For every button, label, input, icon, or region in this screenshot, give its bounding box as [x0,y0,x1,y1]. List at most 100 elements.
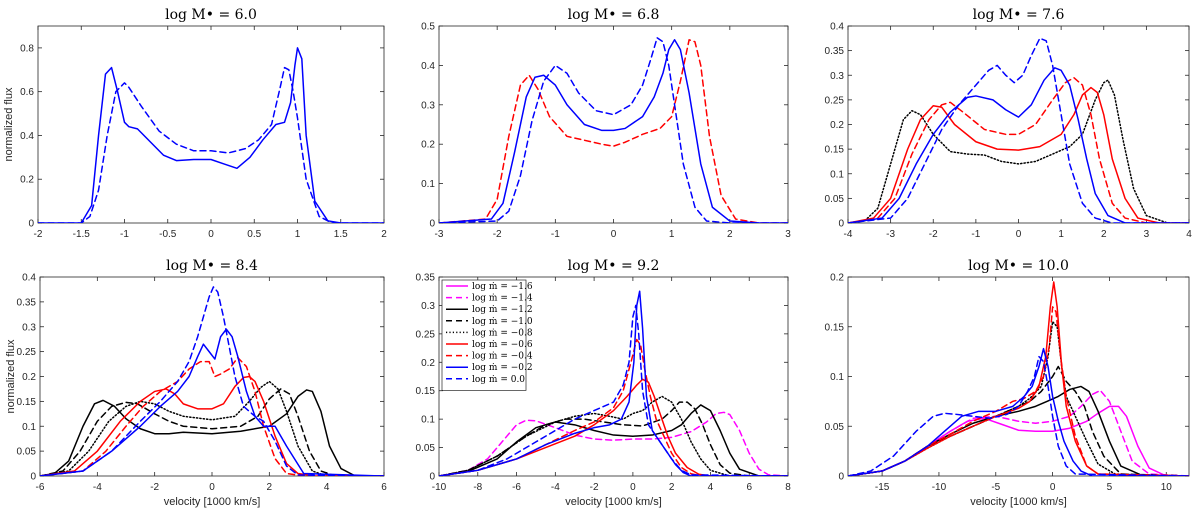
series-line-log-0-2 [38,47,384,223]
series-line-log-0-8 [439,395,788,476]
x-tick-label: -4 [93,482,102,493]
y-tick-label: 0.2 [22,372,36,383]
x-tick-label: -4 [551,482,560,493]
panel-title: log M• = 8.4 [166,258,258,274]
y-tick-label: 0.2 [20,175,34,186]
series-line-log-0-4 [848,306,1189,476]
y-tick-label: 0.05 [17,447,37,458]
series-line-log-0-0 [848,37,1189,223]
y-tick-label: 0.15 [416,386,436,397]
x-axis-label: velocity [1000 km/s] [164,496,261,508]
series-line-log-0-6 [848,281,1189,476]
panel-title: log M• = 9.2 [568,258,660,274]
panel-logm-6-0: -2 -1.5 -1 -0.5 0 0.5 1 1.5 2 0 0.2 0.4 0.6 0.8 log M•… [3,7,387,240]
x-tick-label: -3 [435,229,444,240]
x-tick-label: -8 [473,482,482,493]
axes-box [39,276,385,477]
x-tick-label: 1.5 [334,229,348,240]
y-tick-label: 0.2 [830,120,844,131]
x-tick-label: 2 [1101,229,1107,240]
x-tick-label: -3 [886,229,895,240]
x-tick-label: 1 [669,229,675,240]
series-group [848,37,1189,223]
y-tick-label: 0.2 [830,273,844,284]
y-tick-label: 0.3 [421,100,435,111]
series-group [38,47,384,223]
legend-entry-label: log ṁ = −0.2 [472,363,533,373]
y-tick-label: 0 [28,219,34,230]
x-tick-label: 2 [669,482,675,493]
panel-title: log M• = 7.6 [973,7,1065,23]
series-line-log-0-6 [439,378,788,476]
y-tick-label: 0.4 [830,22,844,33]
x-tick-label: 6 [381,482,387,493]
y-tick-label: 0.2 [421,358,435,369]
series-line-log-0-2 [848,347,1189,476]
panel-logm-9-2: -10 -8 -6 -4 -2 0 2 4 6 8 0 0.05 0.1 0.15 0.2 0.25 0.3 0.… [416,258,792,508]
x-tick-label: 0 [630,482,636,493]
y-tick-label: 0 [429,219,435,230]
y-tick-label: 0.3 [22,322,36,333]
y-tick-label: 0.4 [20,131,34,142]
x-tick-label: -6 [36,482,45,493]
legend-entry-label: log ṁ = 0.0 [472,375,525,385]
x-tick-label: -2 [929,229,938,240]
x-axis-label: velocity [1000 km/s] [565,496,662,508]
y-tick-label: 0.1 [421,415,435,426]
legend-entry-label: log ṁ = −1.0 [472,317,533,327]
y-tick-label: 0.35 [825,46,845,57]
series-line-log-1-2 [40,389,384,476]
series-line-log-0-0 [40,286,384,476]
x-tick-label: -0.5 [159,229,177,240]
x-tick-label: 1 [1058,229,1064,240]
x-tick-label: -1 [971,229,980,240]
series-line-log-0-0 [439,37,788,223]
legend-entry-label: log ṁ = −0.4 [472,352,533,362]
panel-title: log M• = 6.0 [165,7,257,23]
y-tick-label: 0.05 [825,194,845,205]
legend-entry-label: log ṁ = −0.8 [472,328,533,338]
y-tick-label: 0 [838,219,844,230]
y-tick-label: 0.1 [421,179,435,190]
x-axis-label: velocity [1000 km/s] [970,496,1067,508]
x-tick-label: 4 [1186,229,1192,240]
x-tick-label: -1 [551,229,560,240]
x-tick-label: 2 [267,482,273,493]
series-line-log-0-2 [40,328,384,476]
y-tick-label: 0.05 [416,443,436,454]
series-line-log-0-2 [848,67,1189,223]
series-line-log-1-0 [439,401,788,476]
x-tick-label: 4 [324,482,330,493]
x-tick-label: -10 [932,482,947,493]
series-line-log-0-0 [439,304,788,476]
x-tick-label: -5 [991,482,1000,493]
y-tick-label: 0.25 [825,95,845,106]
y-tick-label: 0.6 [20,87,34,98]
axes-box [37,25,385,224]
series-group [439,37,788,223]
y-tick-label: 0.15 [825,145,845,156]
x-tick-label: -2 [150,482,159,493]
panel-logm-6-8: -3 -2 -1 0 1 2 3 0 0.1 0.2 0.3 0.4 0.5 log M• = 6.8 [421,7,791,240]
x-tick-label: 0 [208,229,214,240]
y-tick-label: 0.1 [830,169,844,180]
series-line-log-0-4 [439,39,788,223]
x-tick-label: 0 [1016,229,1022,240]
y-tick-label: 0.3 [830,71,844,82]
series-line-log-0-4 [40,356,384,476]
y-tick-label: 0.35 [17,297,37,308]
x-tick-label: -15 [875,482,890,493]
panel-logm-7-6: -4 -3 -2 -1 0 1 2 3 4 0 0.05 0.1 0.15 0.2 0.25 0.3 0.35 0… [825,7,1193,240]
series-group [40,286,384,476]
x-tick-label: 3 [1144,229,1150,240]
y-tick-label: 0.5 [421,22,435,33]
series-line-log-0-8 [848,321,1189,476]
y-axis-label: normalized flux [5,339,17,413]
series-line-log-1-2 [848,385,1189,476]
y-tick-label: 0.1 [830,372,844,383]
legend-box [441,279,527,391]
x-tick-label: 0 [611,229,617,240]
series-line-log-0-0 [848,355,1189,476]
x-tick-label: 3 [785,229,791,240]
